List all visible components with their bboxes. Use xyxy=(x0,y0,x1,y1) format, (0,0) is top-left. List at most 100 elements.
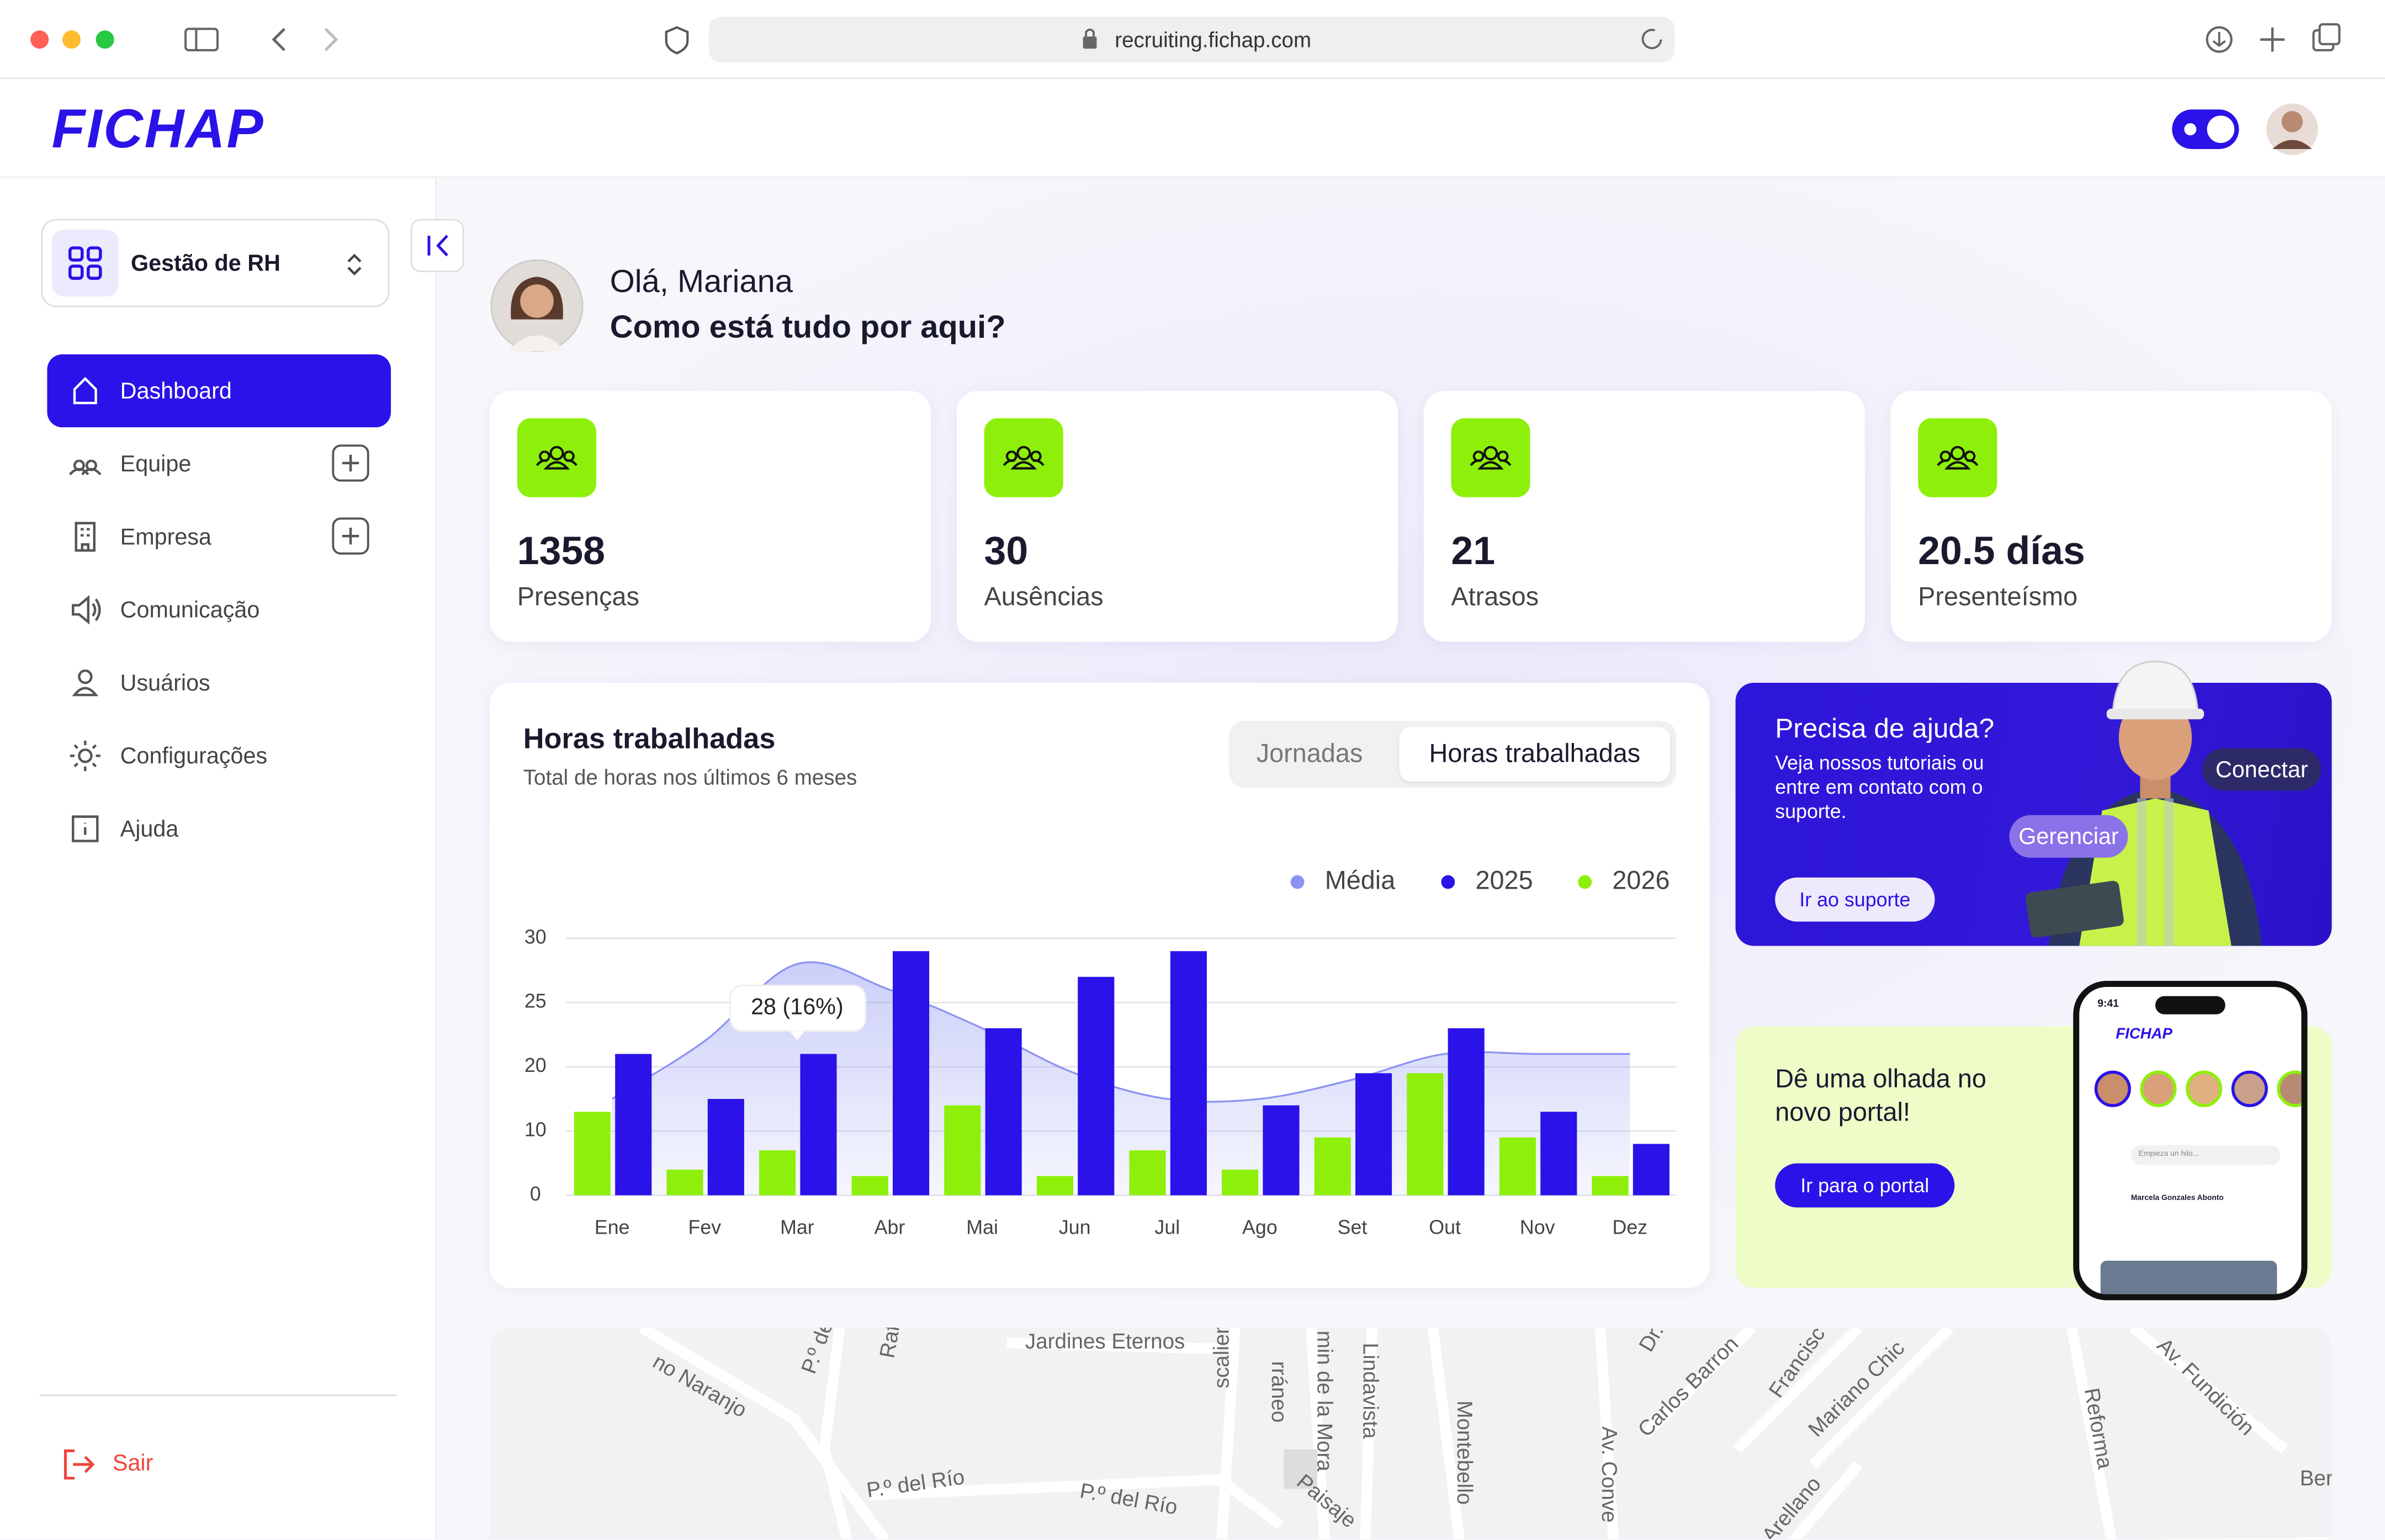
tag: Conectar xyxy=(2202,748,2322,791)
phone: 9:41 FICHAP Empieza un hilo... Marcela G… xyxy=(2073,981,2308,1300)
stat-card: 21 Atrasos xyxy=(1423,391,1865,642)
stat-icon-glyph xyxy=(1003,445,1045,470)
legend-label: 2025 xyxy=(1475,865,1533,894)
street-label: Montebello xyxy=(1453,1400,1476,1505)
tabs: Jornadas Horas trabalhadas xyxy=(1229,720,1677,788)
legend-dot xyxy=(1578,875,1592,889)
menu-item[interactable]: Usuários xyxy=(120,670,210,696)
menu-item[interactable]: Dashboard xyxy=(120,378,232,404)
stat-label: Atrasos xyxy=(1451,582,1539,612)
menu-icon xyxy=(72,595,101,625)
tab[interactable]: Jornadas xyxy=(1256,739,1363,768)
bar xyxy=(1036,1176,1073,1196)
stat-value: 30 xyxy=(984,528,1029,573)
header-controls[interactable] xyxy=(2160,97,2342,164)
bar xyxy=(574,1112,611,1196)
logo[interactable]: FICHAP xyxy=(51,97,265,160)
bar xyxy=(851,1176,888,1196)
phone-avatars xyxy=(2094,1070,2302,1107)
phone-logo: FICHAP xyxy=(2116,1026,2172,1043)
x-tick-label: Jun xyxy=(1059,1217,1091,1239)
stat-value: 20.5 días xyxy=(1918,528,2085,573)
stat-icon-bg xyxy=(984,418,1063,497)
add-button[interactable] xyxy=(332,444,372,484)
icon-path xyxy=(69,459,102,476)
map: no Naranjo P.º del Rafae Jardines Eternos rr… xyxy=(490,1327,2332,1539)
help-card: Precisa de ajuda? Veja nossos tutoriais … xyxy=(1735,661,2332,946)
street-label: scalientes Pte. xyxy=(1210,1327,1233,1388)
chart-title: Horas trabalhadas xyxy=(523,724,776,756)
workspace-name: Gestão de RH xyxy=(130,251,280,277)
icon-path xyxy=(70,740,100,771)
menu-item[interactable]: Empresa xyxy=(120,524,212,550)
workspace-select[interactable]: Gestão de RH xyxy=(41,219,390,307)
street-label: Ber xyxy=(2300,1467,2332,1490)
menu-icon xyxy=(69,459,102,476)
street-label: rráneo xyxy=(1267,1361,1291,1422)
legend-dot xyxy=(1441,875,1455,889)
url[interactable]: recruiting.fichap.com xyxy=(1115,27,1312,52)
bar xyxy=(1170,951,1207,1196)
stat-icon-bg xyxy=(1918,418,1997,497)
menu-item[interactable]: Configurações xyxy=(120,742,268,769)
phone-author: Marcela Gonzales Abonto xyxy=(2130,1193,2224,1203)
worker-illustration xyxy=(2026,661,2262,946)
street-label: Arellano xyxy=(1757,1472,1826,1539)
x-tick-label: Abr xyxy=(875,1217,905,1239)
collapse-button[interactable] xyxy=(410,219,464,273)
stat-icon-glyph xyxy=(536,445,577,470)
menu-icon xyxy=(72,815,99,842)
chart-card: Horas trabalhadas Total de horas nos últ… xyxy=(490,683,1710,1288)
y-tick-label: 30 xyxy=(524,926,547,948)
tooltip-pointer xyxy=(789,1031,805,1040)
stat-card: 1358 Presenças xyxy=(490,391,931,642)
bar xyxy=(1078,976,1115,1196)
add-button[interactable] xyxy=(332,517,372,557)
x-tick-label: Ene xyxy=(595,1217,630,1239)
app-header: FICHAP xyxy=(0,79,2385,178)
x-tick-label: Set xyxy=(1338,1217,1368,1239)
bar xyxy=(1592,1176,1629,1196)
y-tick-label: 25 xyxy=(524,990,547,1012)
bar xyxy=(1222,1169,1259,1196)
bar xyxy=(759,1150,796,1196)
support-button[interactable]: Ir ao suporte xyxy=(1775,877,1935,922)
y-tick-label: 20 xyxy=(524,1054,547,1076)
stat-card: 20.5 días Presenteísmo xyxy=(1890,391,2332,642)
icon-path xyxy=(72,815,99,842)
bar xyxy=(985,1028,1022,1196)
portal-button[interactable]: Ir para o portal xyxy=(1775,1163,1955,1208)
y-tick-label: 10 xyxy=(524,1119,547,1141)
logout[interactable]: Sair xyxy=(112,1451,153,1477)
x-tick-label: Mar xyxy=(780,1217,814,1239)
icon-path xyxy=(72,669,99,697)
tab-active[interactable]: Horas trabalhadas xyxy=(1399,726,1671,782)
street-label: Av. Conve xyxy=(1597,1426,1621,1522)
menu-icon xyxy=(73,376,97,405)
bar xyxy=(1499,1137,1536,1196)
help-title: Precisa de ajuda? xyxy=(1775,713,1995,744)
stat-label: Presenças xyxy=(517,582,640,612)
browser-icons xyxy=(30,17,2341,62)
chart-subtitle: Total de horas nos últimos 6 meses xyxy=(523,764,857,789)
icon-path xyxy=(73,376,97,405)
bar xyxy=(707,1098,744,1196)
bar xyxy=(1540,1112,1577,1196)
menu-icon xyxy=(70,740,100,771)
logout-icon xyxy=(63,1449,95,1480)
x-tick-label: Jul xyxy=(1154,1217,1180,1239)
menu-item[interactable]: Ajuda xyxy=(120,816,179,842)
bar xyxy=(800,1054,837,1196)
tag: Gerenciar xyxy=(2009,815,2128,858)
x-tick-label: Out xyxy=(1429,1217,1461,1239)
stat-value: 21 xyxy=(1451,528,1496,573)
menu-item[interactable]: Comunicação xyxy=(120,597,260,623)
bar xyxy=(1263,1105,1300,1196)
phone-input: Empieza un hilo... xyxy=(2130,1145,2280,1165)
x-tick-label: Ago xyxy=(1242,1217,1278,1239)
stat-label: Presenteísmo xyxy=(1918,582,2078,612)
menu-item[interactable]: Equipe xyxy=(120,450,192,477)
street-label: Dr. xyxy=(1634,1327,1668,1356)
